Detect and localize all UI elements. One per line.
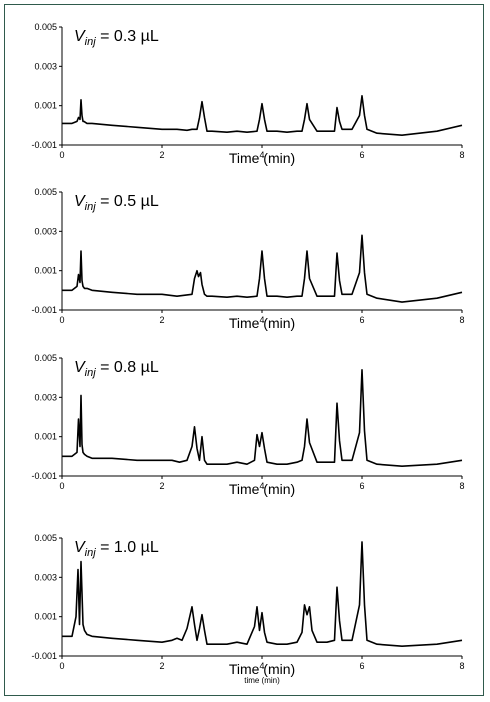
x-tick-label: 8: [459, 481, 464, 491]
x-tick-label: 0: [59, 481, 64, 491]
x-tick-label: 4: [259, 661, 264, 671]
footer-axis-label: time (min): [244, 676, 280, 685]
y-tick-label: 0.001: [34, 101, 57, 111]
x-axis-label: Time (min): [229, 661, 295, 677]
x-tick-label: 8: [459, 315, 464, 325]
x-tick-label: 0: [59, 661, 64, 671]
series-line: [62, 541, 463, 648]
title-subscript: inj: [85, 547, 97, 559]
y-tick-label: 0.001: [34, 266, 57, 276]
y-tick-label: 0.003: [34, 226, 57, 236]
x-tick-label: 2: [159, 661, 164, 671]
title-symbol: V: [74, 28, 86, 45]
chart-panel-1: -0.001 0.001 0.003 0.005 0 2 4 6 8 Time (min) Vinj…: [31, 22, 464, 166]
y-tick-label: 0.003: [34, 572, 57, 582]
x-tick-label: 2: [159, 315, 164, 325]
x-tick-label: 4: [259, 150, 264, 160]
x-tick-label: 8: [459, 661, 464, 671]
x-tick-label: 0: [59, 315, 64, 325]
title-symbol: V: [74, 539, 86, 556]
figure-frame: [4, 4, 484, 696]
y-tick-label: 0.005: [34, 533, 57, 543]
x-axis-label: Time (min): [229, 150, 295, 166]
panel-title: Vinj = 0.8 µL: [74, 359, 159, 379]
panel-title: Vinj = 0.3 µL: [74, 28, 159, 48]
y-tick-label: -0.001: [31, 651, 57, 661]
x-tick-label: 0: [59, 150, 64, 160]
chart-panel-2: -0.001 0.001 0.003 0.005 0 2 4 6 8 Time (min) Vinj…: [31, 187, 464, 331]
y-tick-label: 0.003: [34, 61, 57, 71]
x-tick-label: 6: [359, 315, 364, 325]
title-value: = 0.3 µL: [96, 28, 159, 45]
y-tick-label: -0.001: [31, 140, 57, 150]
y-tick-label: 0.005: [34, 353, 57, 363]
x-tick-label: 8: [459, 150, 464, 160]
title-subscript: inj: [85, 36, 97, 48]
chart-panel-3: -0.001 0.001 0.003 0.005 0 2 4 6 8 Time (min) Vinj…: [31, 353, 464, 497]
x-tick-label: 4: [259, 315, 264, 325]
y-tick-label: 0.005: [34, 187, 57, 197]
title-value: = 0.5 µL: [96, 193, 159, 210]
panel-title: Vinj = 0.5 µL: [74, 193, 159, 213]
panel-title: Vinj = 1.0 µL: [74, 539, 159, 559]
x-axis-label: Time (min): [229, 481, 295, 497]
y-tick-label: 0.001: [34, 612, 57, 622]
x-tick-label: 2: [159, 481, 164, 491]
y-tick-label: -0.001: [31, 305, 57, 315]
series-line: [62, 95, 463, 136]
x-tick-label: 4: [259, 481, 264, 491]
title-symbol: V: [74, 359, 86, 376]
x-axis-label: Time (min): [229, 315, 295, 331]
title-subscript: inj: [85, 201, 97, 213]
x-tick-label: 6: [359, 661, 364, 671]
chart-panel-4: -0.001 0.001 0.003 0.005 0 2 4 6 8 Time (min) Vinj…: [31, 533, 464, 685]
title-subscript: inj: [85, 367, 97, 379]
series-line: [62, 368, 463, 468]
series-line: [62, 234, 463, 303]
x-tick-label: 6: [359, 150, 364, 160]
x-tick-label: 6: [359, 481, 364, 491]
y-tick-label: -0.001: [31, 471, 57, 481]
y-tick-label: 0.005: [34, 22, 57, 32]
title-value: = 1.0 µL: [96, 539, 159, 556]
title-value: = 0.8 µL: [96, 359, 159, 376]
x-tick-label: 2: [159, 150, 164, 160]
title-symbol: V: [74, 193, 86, 210]
y-tick-label: 0.001: [34, 432, 57, 442]
y-tick-label: 0.003: [34, 392, 57, 402]
